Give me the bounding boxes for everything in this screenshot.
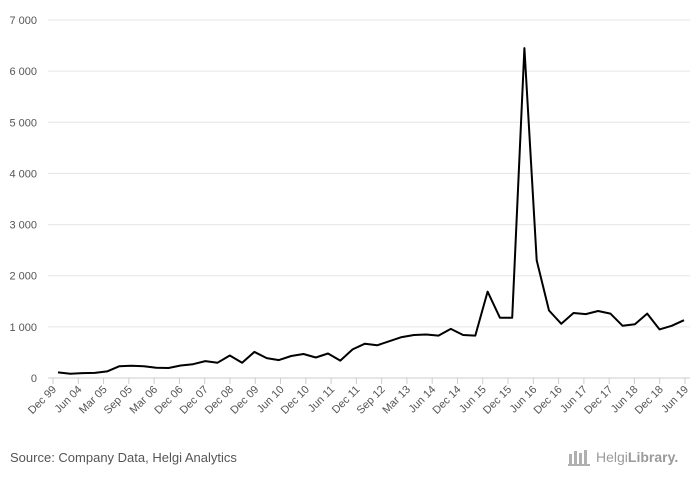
brand-logo: HelgiLibrary. — [568, 448, 678, 466]
x-tick-label: Dec 18 — [633, 384, 666, 417]
x-tick-label: Sep 05 — [102, 384, 135, 417]
y-tick-label: 4 000 — [9, 168, 37, 180]
x-tick-label: Dec 17 — [582, 384, 615, 417]
x-tick-label: Sep 12 — [355, 384, 388, 417]
y-tick-label: 7 000 — [9, 15, 37, 27]
y-tick-label: 2 000 — [9, 271, 37, 283]
series-line — [57, 47, 685, 375]
gridlines — [48, 19, 690, 379]
series-layer — [57, 47, 685, 375]
x-tick-label: Dec 99 — [26, 384, 59, 417]
brand-name: HelgiLibrary. — [596, 449, 678, 465]
y-tick-label: 1 000 — [9, 322, 37, 334]
brand-strong: Library. — [627, 449, 679, 465]
y-axis: 0 1 000 2 000 3 000 4 000 5 000 6 000 7 000 — [9, 15, 37, 385]
x-tick-label: Dec 15 — [481, 384, 514, 417]
y-tick-label: 6 000 — [9, 66, 37, 78]
x-tick-label: Mar 13 — [380, 384, 413, 417]
y-tick-label: 0 — [31, 373, 37, 385]
brand-light: Helgi — [596, 449, 628, 465]
x-tick-label: Dec 16 — [532, 384, 565, 417]
line-chart: 0 1 000 2 000 3 000 4 000 5 000 6 000 7 000 Dec… — [9, 15, 691, 417]
x-tick-label: Dec 14 — [430, 384, 463, 417]
source-note: Source: Company Data, Helgi Analytics — [10, 450, 237, 465]
x-tick-label: Dec 09 — [228, 384, 261, 417]
x-tick-label: Dec 10 — [279, 384, 312, 417]
x-tick-label: Jun 19 — [659, 384, 691, 416]
y-tick-label: 3 000 — [9, 220, 37, 232]
y-tick-label: 5 000 — [9, 117, 37, 129]
library-icon — [568, 450, 590, 466]
